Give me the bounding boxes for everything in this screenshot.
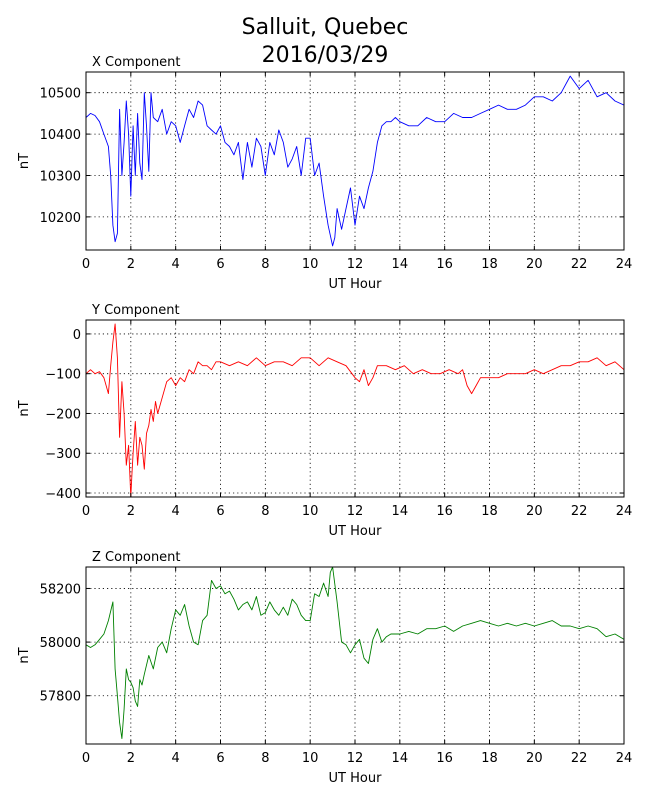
y-component-x-tick-label: 6 (216, 504, 224, 519)
x-component-title: X Component (92, 55, 181, 70)
x-component-series-line (86, 75, 624, 247)
y-component-x-tick-label: 24 (616, 504, 633, 519)
z-component-x-tick-label: 6 (216, 751, 224, 766)
y-component-panel: 0 2 4 6 8 10 12 14 16 18 20 22 24−400−300−200−1000Y … (17, 303, 632, 539)
x-component-x-tick-label: 16 (436, 257, 453, 272)
y-component-x-tick-label: 2 (127, 504, 135, 519)
z-component-series-line (86, 567, 624, 740)
x-component-x-tick-label: 6 (216, 257, 224, 272)
y-component-x-tick-label: 18 (481, 504, 498, 519)
x-component-x-tick-label: 24 (616, 257, 633, 272)
z-component-x-tick-label: 14 (392, 751, 409, 766)
z-component-x-tick-label: 8 (261, 751, 269, 766)
y-component-x-tick-label: 20 (526, 504, 543, 519)
y-component-x-tick-label: 8 (261, 504, 269, 519)
x-component-y-tick-label: 10400 (40, 128, 81, 143)
y-component-x-tick-label: 0 (82, 504, 90, 519)
x-component-y-tick-label: 10300 (40, 169, 81, 184)
z-component-x-tick-label: 10 (302, 751, 319, 766)
x-component-x-tick-label: 0 (82, 257, 90, 272)
y-component-x-axis-label: UT Hour (329, 524, 383, 539)
z-component-y-tick-label: 58000 (40, 636, 81, 651)
x-component-x-tick-label: 20 (526, 257, 543, 272)
x-component-x-axis-label: UT Hour (329, 277, 383, 292)
y-component-y-tick-label: −300 (45, 447, 81, 462)
figure-title-line2: 2016/03/29 (262, 43, 389, 68)
y-component-x-tick-label: 10 (302, 504, 319, 519)
x-component-x-tick-label: 12 (347, 257, 364, 272)
z-component-x-tick-label: 4 (172, 751, 180, 766)
x-component-y-tick-label: 10500 (40, 87, 81, 102)
z-component-y-tick-label: 58200 (40, 582, 81, 597)
y-component-y-tick-label: 0 (73, 328, 81, 343)
y-component-y-tick-label: −400 (45, 487, 81, 502)
y-component-x-tick-label: 4 (172, 504, 180, 519)
y-component-y-axis-label: nT (17, 400, 32, 416)
z-component-title: Z Component (92, 550, 181, 565)
x-component-x-tick-label: 14 (392, 257, 409, 272)
y-component-title: Y Component (91, 303, 180, 318)
z-component-x-tick-label: 24 (616, 751, 633, 766)
z-component-x-tick-label: 20 (526, 751, 543, 766)
x-component-x-tick-label: 22 (571, 257, 588, 272)
y-component-y-tick-label: −100 (45, 368, 81, 383)
y-component-series-line (86, 323, 624, 497)
z-component-x-tick-label: 2 (127, 751, 135, 766)
y-component-x-tick-label: 22 (571, 504, 588, 519)
z-component-y-axis-label: nT (17, 647, 32, 663)
z-component-x-tick-label: 18 (481, 751, 498, 766)
x-component-panel: 0 2 4 6 8 10 12 14 16 18 20 22 241020010300104001050… (17, 55, 632, 292)
z-component-x-axis-label: UT Hour (329, 771, 383, 786)
figure-title-line1: Salluit, Quebec (242, 15, 409, 40)
z-component-x-tick-label: 0 (82, 751, 90, 766)
y-component-x-tick-label: 14 (392, 504, 409, 519)
y-component-x-tick-label: 16 (436, 504, 453, 519)
x-component-x-tick-label: 10 (302, 257, 319, 272)
x-component-y-axis-label: nT (17, 153, 32, 169)
y-component-x-tick-label: 12 (347, 504, 364, 519)
x-component-x-tick-label: 18 (481, 257, 498, 272)
x-component-x-tick-label: 8 (261, 257, 269, 272)
x-component-y-tick-label: 10200 (40, 211, 81, 226)
x-component-x-tick-label: 4 (172, 257, 180, 272)
z-component-y-tick-label: 57800 (40, 690, 81, 705)
z-component-x-tick-label: 22 (571, 751, 588, 766)
z-component-x-tick-label: 16 (436, 751, 453, 766)
x-component-x-tick-label: 2 (127, 257, 135, 272)
z-component-x-tick-label: 12 (347, 751, 364, 766)
y-component-y-tick-label: −200 (45, 407, 81, 422)
panels: 0 2 4 6 8 10 12 14 16 18 20 22 241020010300104001050… (17, 55, 632, 786)
